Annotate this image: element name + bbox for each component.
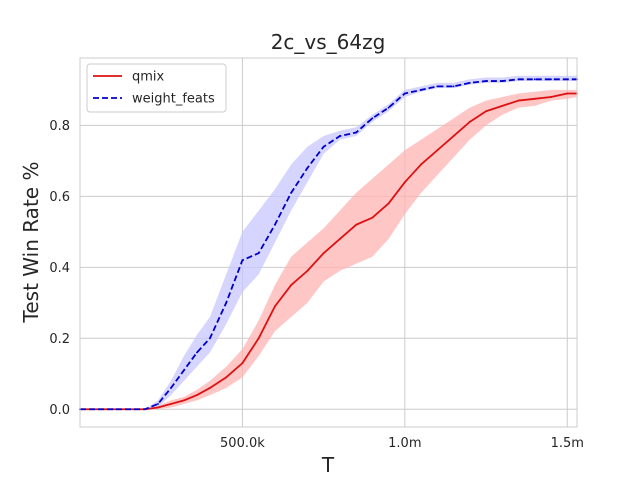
point-weight-feats-22: [452, 85, 455, 88]
y-tick-label-0: 0.0: [49, 403, 70, 418]
point-weight-feats-14: [322, 145, 325, 148]
chart-title: 2c_vs_64zg: [271, 30, 386, 54]
point-qmix-29: [566, 92, 569, 95]
y-tick-labels: 0.0 0.2 0.4 0.6 0.8: [49, 119, 70, 418]
y-tick-label-4: 0.8: [49, 119, 70, 134]
point-qmix-21: [436, 149, 439, 152]
point-weight-feats-10: [257, 252, 260, 255]
point-weight-feats-4: [170, 387, 172, 389]
legend: qmix weight_feats: [86, 63, 227, 113]
point-qmix-10: [257, 337, 260, 340]
point-weight-feats-26: [517, 78, 520, 81]
x-tick-labels: 500.0k 1.0m 1.5m: [220, 436, 584, 451]
point-qmix-3: [157, 406, 159, 409]
point-weight-feats-3: [157, 403, 159, 405]
point-weight-feats-23: [468, 81, 471, 84]
point-qmix-24: [485, 110, 487, 113]
point-qmix-28: [550, 96, 552, 98]
point-weight-feats-8: [225, 301, 228, 304]
point-qmix-6: [196, 394, 198, 396]
point-qmix-26: [517, 99, 520, 102]
point-qmix-18: [387, 202, 390, 205]
y-axis-title: Test Win Rate %: [19, 162, 43, 324]
point-weight-feats-19: [403, 92, 406, 95]
point-qmix-20: [420, 163, 422, 166]
point-qmix-17: [371, 216, 374, 219]
point-weight-feats-25: [501, 80, 504, 82]
legend-label-weight-feats: weight_feats: [132, 92, 215, 107]
point-qmix-7: [209, 387, 211, 389]
y-tick-label-2: 0.4: [49, 261, 70, 276]
point-qmix-23: [468, 120, 471, 123]
point-weight-feats-27: [533, 78, 536, 81]
point-weight-feats-6: [196, 351, 198, 354]
x-tick-label-0: 500.0k: [220, 436, 265, 451]
point-weight-feats-11: [274, 223, 276, 226]
grid: [80, 58, 577, 427]
point-qmix-27: [533, 97, 536, 100]
point-weight-feats-21: [436, 85, 439, 88]
point-weight-feats-28: [550, 78, 552, 81]
point-qmix-5: [183, 399, 185, 402]
point-weight-feats-2: [144, 408, 146, 411]
point-qmix-14: [322, 252, 325, 255]
y-tick-label-1: 0.2: [49, 332, 70, 347]
point-weight-feats-15: [338, 135, 341, 137]
point-qmix-19: [403, 181, 406, 184]
point-qmix-16: [355, 223, 358, 226]
point-qmix-4: [170, 403, 172, 405]
point-qmix-12: [290, 284, 293, 286]
point-qmix-25: [501, 105, 504, 107]
point-weight-feats-17: [371, 117, 374, 120]
y-tick-label-3: 0.6: [49, 190, 70, 205]
point-weight-feats-18: [387, 106, 390, 109]
point-weight-feats-13: [306, 167, 309, 169]
band-weight-feats: [80, 75, 577, 410]
point-weight-feats-24: [485, 80, 487, 82]
legend-label-qmix: qmix: [132, 70, 165, 85]
point-qmix-13: [306, 269, 309, 272]
x-axis-title: T: [321, 453, 335, 477]
x-tick-label-2: 1.5m: [551, 436, 584, 451]
point-weight-feats-1: [111, 408, 114, 411]
x-tick-label-1: 1.0m: [388, 436, 421, 451]
point-weight-feats-29: [566, 78, 569, 81]
point-qmix-9: [241, 362, 244, 365]
point-qmix-15: [338, 238, 341, 240]
point-weight-feats-9: [241, 259, 244, 262]
point-weight-feats-5: [183, 369, 185, 372]
point-weight-feats-20: [420, 89, 422, 91]
point-qmix-11: [274, 305, 276, 308]
point-weight-feats-7: [209, 337, 211, 340]
point-qmix-8: [225, 376, 228, 379]
point-weight-feats-16: [355, 131, 358, 134]
point-weight-feats-12: [290, 191, 293, 194]
plot-frame: [79, 57, 578, 428]
point-qmix-22: [452, 135, 455, 137]
